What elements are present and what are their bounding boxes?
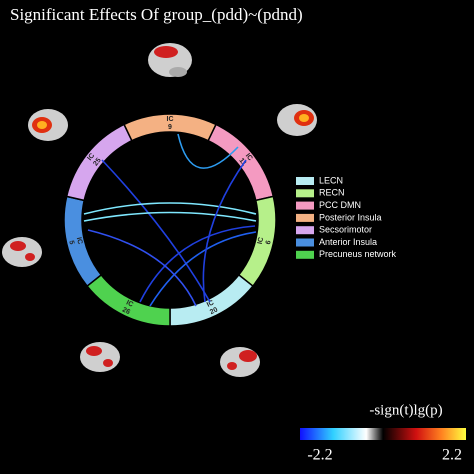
- legend-swatch: [296, 250, 314, 259]
- segment-label: IC9: [167, 116, 174, 131]
- legend: LECN RECN PCC DMN Posterior Insula Secsorimo…: [296, 175, 397, 259]
- segment-label: IC5: [67, 237, 83, 246]
- ring-segment: [65, 123, 133, 202]
- legend-swatch: [296, 201, 314, 210]
- legend-label: LECN: [319, 175, 343, 185]
- segment-prefix: IC: [244, 152, 254, 162]
- legend-label: Anterior Insula: [319, 237, 377, 247]
- segment-number: 5: [67, 240, 75, 245]
- brain-thumbnails: [2, 43, 317, 377]
- segment-prefix: IC: [206, 299, 215, 308]
- segment-number: 6: [265, 240, 273, 245]
- legend-swatch: [296, 213, 314, 222]
- legend-swatch: [296, 238, 314, 247]
- legend-label: Secsorimotor: [319, 225, 372, 235]
- legend-swatch: [296, 177, 314, 185]
- colorbar-label: -sign(t)lg(p): [369, 402, 442, 418]
- colorbar: [300, 428, 466, 440]
- segment-number: 26: [121, 306, 131, 316]
- title: Significant Effects Of group_(pdd)~(pdnd…: [10, 5, 303, 24]
- segment-prefix: IC: [86, 152, 96, 162]
- legend-swatch: [296, 226, 314, 235]
- connections: [83, 133, 257, 307]
- legend-label: PCC DMN: [319, 200, 361, 210]
- colorbar-max: 2.2: [442, 447, 462, 464]
- segment-label: IC 6: [257, 237, 273, 246]
- segment-prefix: IC: [167, 116, 174, 123]
- legend-swatch: [296, 189, 314, 198]
- colorbar-min: -2.2: [307, 447, 332, 464]
- segment-prefix: IC: [125, 299, 134, 308]
- legend-label: RECN: [319, 188, 345, 198]
- segment-prefix: IC: [257, 237, 265, 245]
- segment-number: 11: [237, 157, 247, 167]
- legend-label: Precuneus network: [319, 249, 397, 259]
- segment-number: 9: [168, 124, 172, 131]
- segment-prefix: IC: [75, 237, 83, 245]
- legend-label: Posterior Insula: [319, 212, 382, 222]
- segment-number: 25: [92, 157, 102, 168]
- segment-number: 20: [209, 306, 219, 316]
